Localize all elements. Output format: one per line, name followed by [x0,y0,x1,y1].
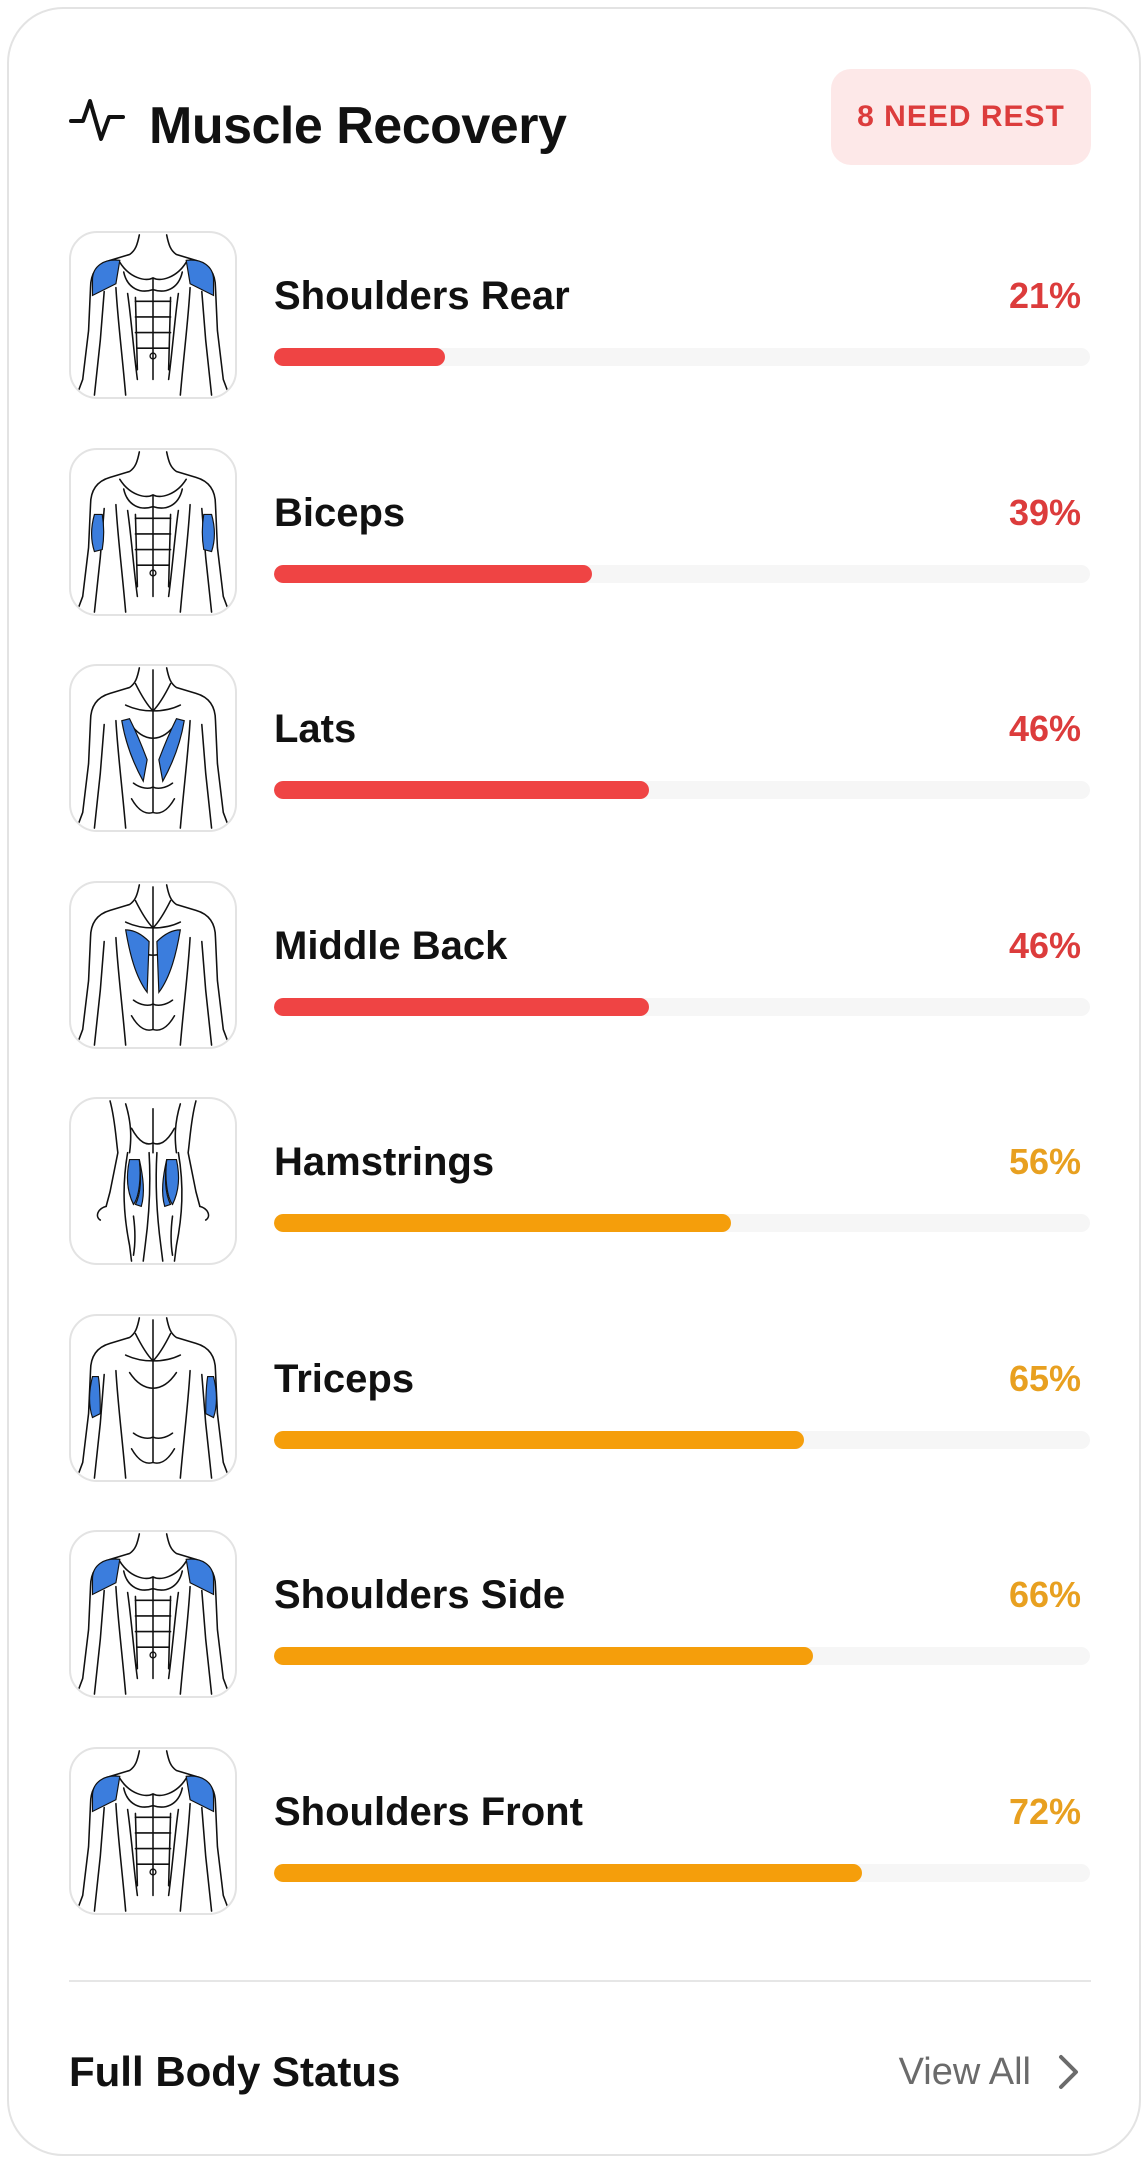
muscle-name: Lats [274,707,357,751]
muscle-name: Shoulders Front [274,1789,583,1834]
recovery-percent: 56% [1008,1141,1081,1182]
muscle-row[interactable]: Lats 46% [9,664,1139,834]
body-diagram-icon [76,234,230,396]
recovery-percent: 39% [1008,491,1081,533]
activity-pulse-icon [69,99,125,141]
muscle-recovery-card: Muscle Recovery 8 NEED REST Shoulders Re… [7,7,1141,2156]
muscle-diagram-thumbnail [69,1530,237,1698]
muscle-row[interactable]: Shoulders Side 66% [9,1530,1139,1700]
page-title: Muscle Recovery [149,97,567,155]
recovery-progress-track [274,1430,1090,1449]
muscle-diagram-thumbnail [69,1313,237,1482]
recovery-percent: 46% [1008,708,1081,749]
muscle-name: Triceps [274,1356,415,1401]
footer-title: Full Body Status [69,2048,401,2095]
recovery-percent: 46% [1008,924,1081,966]
card-header: Muscle Recovery 8 NEED REST [9,9,1139,229]
recovery-progress-track [274,997,1090,1016]
recovery-progress-fill [274,1647,813,1665]
muscle-name: Shoulders Rear [274,274,570,318]
view-all-link[interactable]: View All [899,2039,1081,2105]
body-diagram-icon [76,1316,230,1479]
muscle-name: Biceps [274,490,406,535]
chevron-right-icon [1059,2055,1078,2089]
muscle-row[interactable]: Hamstrings 56% [9,1097,1139,1267]
muscle-name: Shoulders Side [274,1573,566,1617]
muscle-diagram-thumbnail [69,231,237,399]
recovery-progress-fill [274,1214,731,1232]
body-diagram-icon [76,667,230,829]
recovery-progress-track [274,781,1090,799]
muscle-diagram-thumbnail [69,880,237,1049]
muscle-row[interactable]: Middle Back 46% [9,880,1139,1051]
view-all-label: View All [898,2050,1031,2093]
muscle-name: Hamstrings [274,1140,495,1184]
muscle-row[interactable]: Triceps 65% [9,1313,1139,1484]
recovery-percent: 65% [1008,1357,1081,1399]
recovery-progress-track [274,348,1090,366]
muscle-diagram-thumbnail [69,1746,237,1915]
recovery-progress-track [274,1647,1090,1665]
muscle-row[interactable]: Biceps 39% [9,447,1139,618]
body-diagram-icon [76,450,230,613]
footer-divider [69,1980,1091,1982]
recovery-progress-fill [274,781,650,799]
recovery-progress-track [274,1214,1090,1232]
recovery-progress-fill [274,997,650,1016]
recovery-progress-fill [274,348,446,366]
need-rest-badge: 8 NEED REST [831,69,1091,165]
recovery-progress-fill [274,1430,805,1449]
recovery-progress-fill [274,1863,862,1882]
muscle-row[interactable]: Shoulders Rear 21% [9,231,1139,401]
muscle-name: Middle Back [274,923,508,968]
recovery-percent: 66% [1008,1574,1081,1615]
recovery-progress-fill [274,564,593,583]
recovery-progress-track [274,1863,1090,1882]
body-diagram-icon [76,883,230,1046]
muscle-diagram-thumbnail [69,1097,237,1265]
muscle-diagram-thumbnail [69,664,237,832]
recovery-percent: 72% [1008,1790,1081,1832]
body-diagram-icon [76,1533,230,1695]
muscle-row[interactable]: Shoulders Front 72% [9,1746,1139,1917]
recovery-percent: 21% [1008,275,1081,316]
body-diagram-icon [96,1100,210,1262]
muscle-diagram-thumbnail [69,447,237,616]
recovery-progress-track [274,564,1090,583]
body-diagram-icon [76,1749,230,1912]
